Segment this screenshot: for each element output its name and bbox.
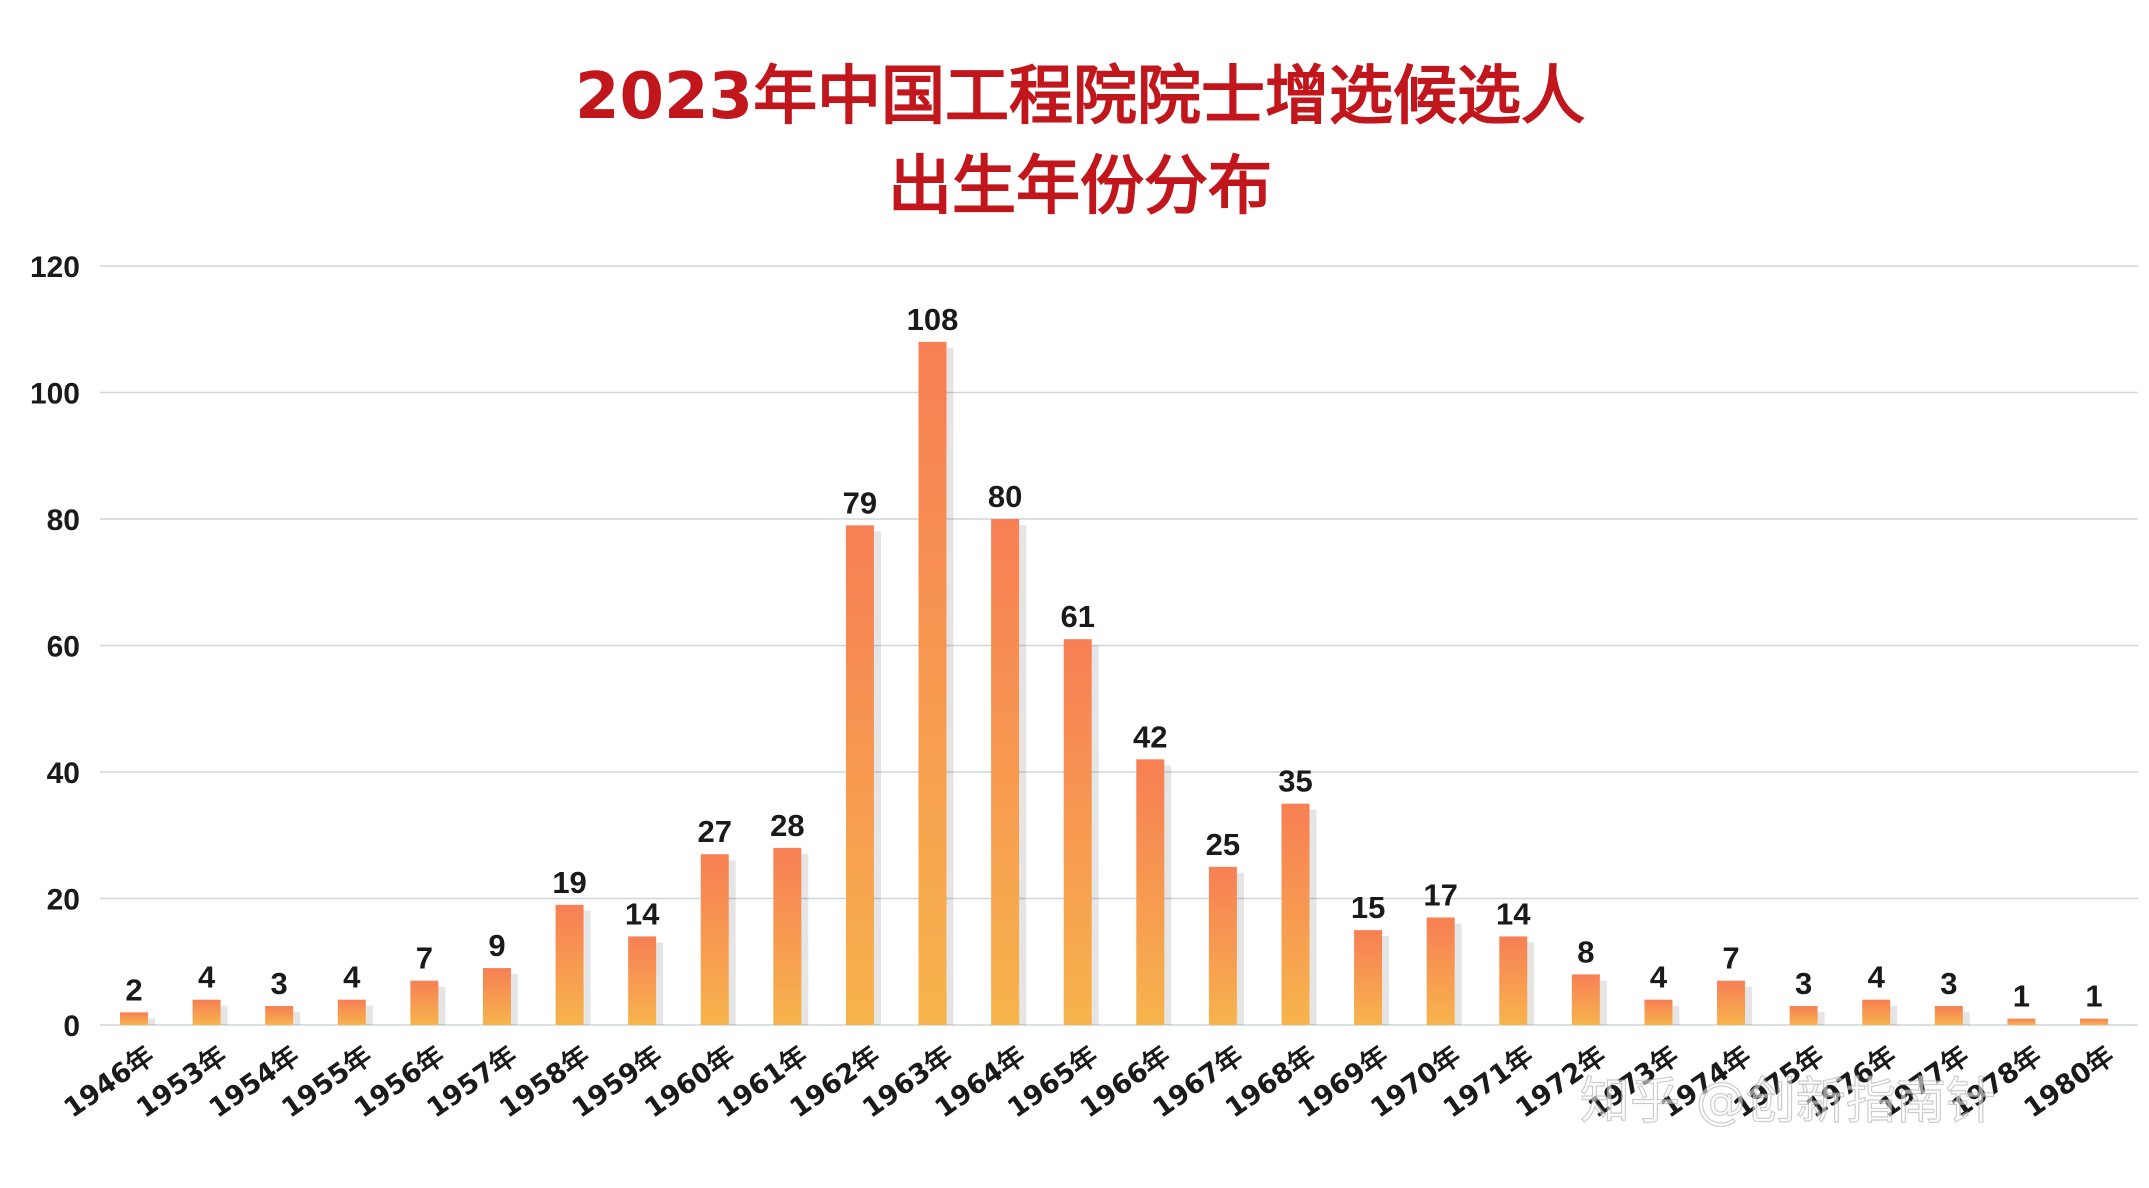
chart-title-line2: 出生年份分布 (888, 150, 1272, 224)
bar (1208, 866, 1237, 1025)
bar-value-label: 4 (343, 960, 361, 995)
bar-value-label: 2 (125, 972, 142, 1007)
bar-value-label: 4 (198, 960, 216, 995)
bar-value-label: 14 (625, 896, 660, 931)
bar-value-label: 4 (1868, 960, 1886, 995)
bar (918, 341, 947, 1025)
bar (2007, 1018, 2036, 1025)
gridlines (100, 265, 2138, 1026)
bar-value-label: 80 (988, 479, 1022, 514)
bar-value-label: 15 (1351, 890, 1385, 925)
bar (773, 847, 802, 1025)
bar-value-label: 7 (1722, 941, 1739, 976)
bar (1499, 936, 1528, 1025)
bar-value-label: 3 (271, 966, 288, 1001)
bar-value-label: 19 (552, 865, 586, 900)
bar (2080, 1018, 2108, 1025)
bar (1934, 1006, 1963, 1025)
bar (1862, 999, 1891, 1025)
bar-value-label: 61 (1060, 599, 1094, 634)
chart-title-line1: 2023年中国工程院院士增选候选人 (575, 60, 1585, 134)
bar (1354, 930, 1383, 1025)
bar (410, 980, 439, 1025)
bar (1717, 980, 1746, 1025)
y-axis-ticks: 0 20 40 60 80 100 120 (30, 251, 80, 1043)
bar-value-label: 9 (488, 928, 505, 963)
bar (1426, 917, 1455, 1025)
bar (700, 854, 729, 1025)
bar-value-label: 17 (1423, 877, 1457, 912)
bar (1136, 759, 1165, 1025)
bar-value-label: 7 (416, 941, 433, 976)
y-tick-label: 120 (30, 251, 80, 284)
bar (845, 525, 874, 1025)
bar (1571, 974, 1600, 1025)
y-tick-label: 100 (30, 378, 80, 411)
bar (120, 1012, 148, 1025)
y-tick-label: 40 (47, 757, 80, 790)
bar-value-label: 4 (1650, 960, 1668, 995)
y-tick-label: 60 (47, 631, 80, 664)
bar (337, 999, 366, 1025)
bar (628, 936, 657, 1025)
bar-value-label: 79 (843, 485, 877, 520)
bar (991, 519, 1020, 1025)
bar-value-label: 42 (1133, 719, 1167, 754)
bar (265, 1006, 294, 1025)
bar-value-label: 25 (1206, 827, 1240, 862)
bar-value-label: 14 (1496, 896, 1531, 931)
bar-value-label: 35 (1278, 764, 1312, 799)
bar (1063, 639, 1092, 1025)
bar-value-label: 27 (697, 814, 731, 849)
y-tick-label: 20 (47, 884, 80, 917)
bars (120, 341, 2115, 1025)
bar-value-label: 1 (2085, 979, 2102, 1014)
bar (1281, 803, 1310, 1025)
bar (555, 904, 584, 1025)
bar-value-label: 3 (1940, 966, 1957, 1001)
bar-value-label: 28 (770, 808, 804, 843)
bar (482, 968, 511, 1025)
bar-value-label: 8 (1577, 934, 1594, 969)
bar-value-label: 1 (2013, 979, 2030, 1014)
y-tick-label: 0 (63, 1010, 80, 1043)
y-tick-label: 80 (47, 504, 80, 537)
watermark-text: 知乎 @创新指南针 (1580, 1072, 1996, 1130)
bar (192, 999, 221, 1025)
bar (1644, 999, 1673, 1025)
bar-value-label: 3 (1795, 966, 1812, 1001)
bar-value-label: 108 (907, 302, 959, 337)
bar (1789, 1006, 1818, 1025)
